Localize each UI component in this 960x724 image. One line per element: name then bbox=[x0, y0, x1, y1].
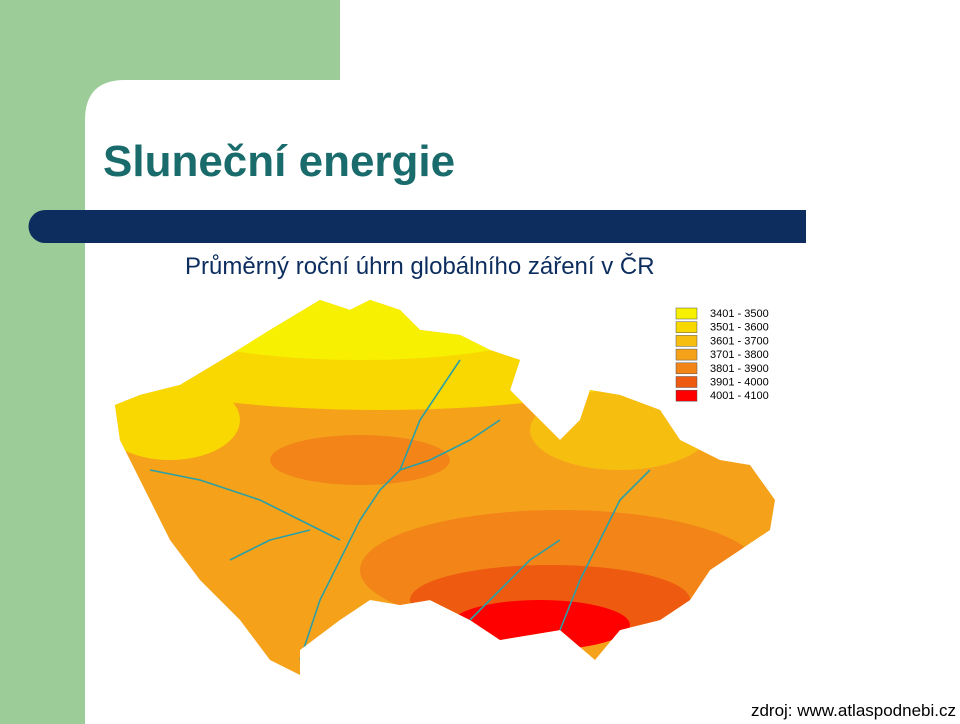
source: zdroj: www.atlaspodnebi.cz bbox=[751, 701, 956, 720]
legend-label: 3601 - 3700 bbox=[710, 335, 769, 347]
legend-swatch bbox=[675, 389, 698, 402]
legend-label: 3901 - 4000 bbox=[710, 377, 769, 389]
legend-swatch bbox=[675, 376, 698, 388]
legend-swatch bbox=[675, 321, 698, 333]
title-bar bbox=[28, 210, 806, 243]
legend-label: 3401 - 3500 bbox=[710, 308, 769, 320]
legend-label: 3501 - 3600 bbox=[710, 322, 769, 334]
legend-label: 4001 - 4100 bbox=[710, 390, 769, 402]
legend-label: 3801 - 3900 bbox=[710, 363, 769, 375]
subtitle: Průměrný roční úhrn globálního záření v … bbox=[185, 252, 655, 280]
legend-label: 3701 - 3800 bbox=[710, 349, 769, 361]
green-strip bbox=[0, 0, 85, 724]
legend-swatch bbox=[675, 335, 698, 347]
legend-swatch bbox=[675, 307, 698, 320]
legend-swatch bbox=[675, 348, 698, 361]
title: Sluneční energie bbox=[103, 137, 455, 186]
legend-swatch bbox=[675, 362, 698, 375]
